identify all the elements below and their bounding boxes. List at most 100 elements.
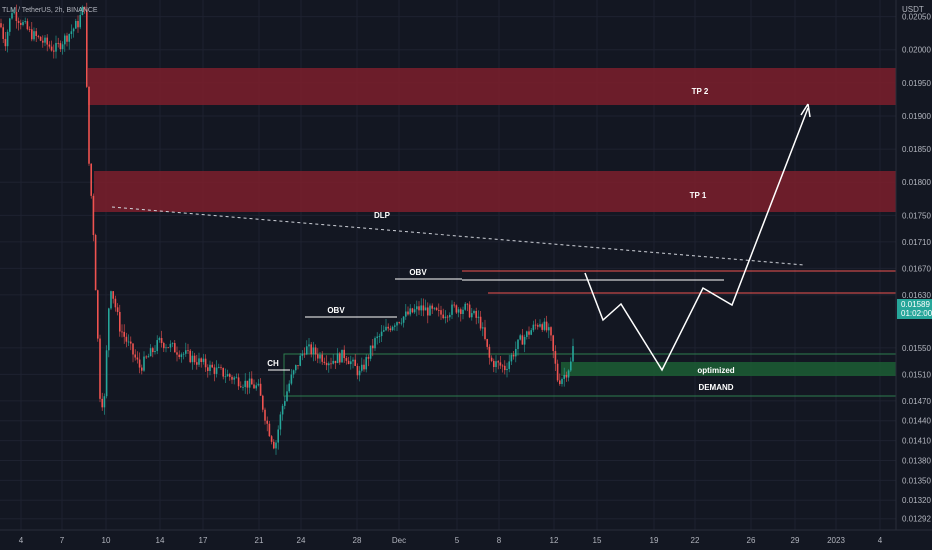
- candle-body: [561, 378, 563, 384]
- candle-body: [427, 307, 429, 316]
- candle-body: [488, 346, 491, 358]
- candle-body: [81, 6, 84, 16]
- candle-body: [266, 420, 268, 424]
- candle-body: [193, 355, 196, 363]
- candle-body: [299, 355, 301, 366]
- candle-body: [468, 304, 471, 318]
- candle-body: [438, 309, 440, 311]
- candle-body: [46, 37, 48, 45]
- candle-body: [292, 370, 295, 375]
- candle-body: [178, 354, 180, 357]
- candle-body: [559, 380, 561, 384]
- candle-body: [343, 349, 345, 359]
- candle-body: [475, 310, 477, 318]
- candle-body: [50, 46, 53, 51]
- candle-body: [512, 354, 515, 357]
- time-tick-label: 28: [353, 536, 362, 545]
- candle-body: [380, 331, 383, 337]
- candle-body: [116, 307, 119, 312]
- time-tick-label: 17: [199, 536, 208, 545]
- candle-body: [9, 18, 11, 32]
- candle-body: [286, 391, 288, 402]
- projected-price-path[interactable]: [584, 107, 809, 372]
- candle-body: [123, 331, 125, 337]
- candle-body: [572, 346, 574, 362]
- candle-body: [253, 384, 255, 389]
- candle-body: [11, 13, 13, 19]
- candle-body: [350, 361, 352, 365]
- candle-body: [281, 405, 284, 415]
- candle-body: [262, 395, 264, 410]
- price-tick-label: 0.01380: [902, 456, 931, 465]
- candle-body: [321, 354, 323, 362]
- current-price-tag[interactable]: [897, 299, 932, 319]
- candle-body: [484, 327, 486, 340]
- candle-body: [501, 365, 504, 367]
- candle-body: [55, 42, 57, 52]
- candle-body: [220, 367, 222, 369]
- candle-body: [145, 356, 147, 358]
- candle-body: [22, 22, 24, 25]
- price-tick-label: 0.01292: [902, 515, 931, 524]
- candle-body: [141, 367, 143, 371]
- candle-body: [402, 316, 405, 323]
- candle-body: [431, 305, 433, 309]
- candle-body: [356, 365, 359, 376]
- time-tick-label: 12: [550, 536, 559, 545]
- time-tick-label: 26: [747, 536, 756, 545]
- candle-body: [233, 377, 235, 380]
- candle-body: [464, 303, 466, 310]
- candle-body: [532, 324, 535, 331]
- candle-body: [363, 364, 365, 370]
- candle-body: [143, 356, 145, 371]
- time-tick-label: 4: [878, 536, 883, 545]
- candle-body: [295, 365, 297, 371]
- candle-body: [53, 50, 55, 52]
- candle-body: [570, 361, 572, 371]
- candle-body: [226, 374, 229, 377]
- candle-body: [92, 195, 95, 235]
- candle-body: [165, 347, 167, 349]
- candle-body: [396, 322, 398, 326]
- tp1-zone[interactable]: [94, 171, 896, 212]
- candle-body: [189, 350, 191, 363]
- price-tick-label: 0.02000: [902, 46, 931, 55]
- price-axis[interactable]: [896, 0, 932, 530]
- candle-body: [317, 354, 319, 359]
- candle-body: [409, 308, 411, 315]
- candle-body: [268, 423, 271, 437]
- time-axis[interactable]: [0, 530, 932, 550]
- candle-body: [367, 357, 370, 359]
- candle-body: [99, 338, 101, 399]
- candle-body: [196, 362, 198, 365]
- dlp-trendline[interactable]: [111, 206, 805, 266]
- candle-body: [169, 343, 172, 348]
- optimized-zone[interactable]: [561, 362, 896, 376]
- candle-body: [530, 330, 532, 335]
- time-tick-label: 19: [650, 536, 659, 545]
- candle-body: [108, 308, 110, 351]
- time-tick-label: 21: [255, 536, 264, 545]
- candle-body: [103, 396, 106, 408]
- candle-body: [314, 347, 317, 355]
- candle-body: [198, 358, 200, 365]
- time-tick-label: 7: [60, 536, 65, 545]
- time-tick-label: 14: [156, 536, 165, 545]
- candle-body: [70, 31, 73, 35]
- candle-body: [446, 316, 449, 318]
- candle-body: [552, 335, 554, 352]
- candle-body: [418, 306, 420, 311]
- candle-body: [101, 398, 103, 408]
- tp2-zone[interactable]: [88, 68, 896, 105]
- candle-body: [39, 36, 42, 41]
- candle-body: [66, 35, 68, 42]
- candle-body: [218, 367, 220, 369]
- candle-body: [457, 309, 460, 313]
- candle-body: [79, 15, 81, 28]
- candle-body: [411, 308, 414, 313]
- candle-body: [429, 305, 431, 316]
- time-tick-label: Dec: [392, 536, 406, 545]
- candle-body: [28, 29, 31, 31]
- time-tick-label: 24: [297, 536, 306, 545]
